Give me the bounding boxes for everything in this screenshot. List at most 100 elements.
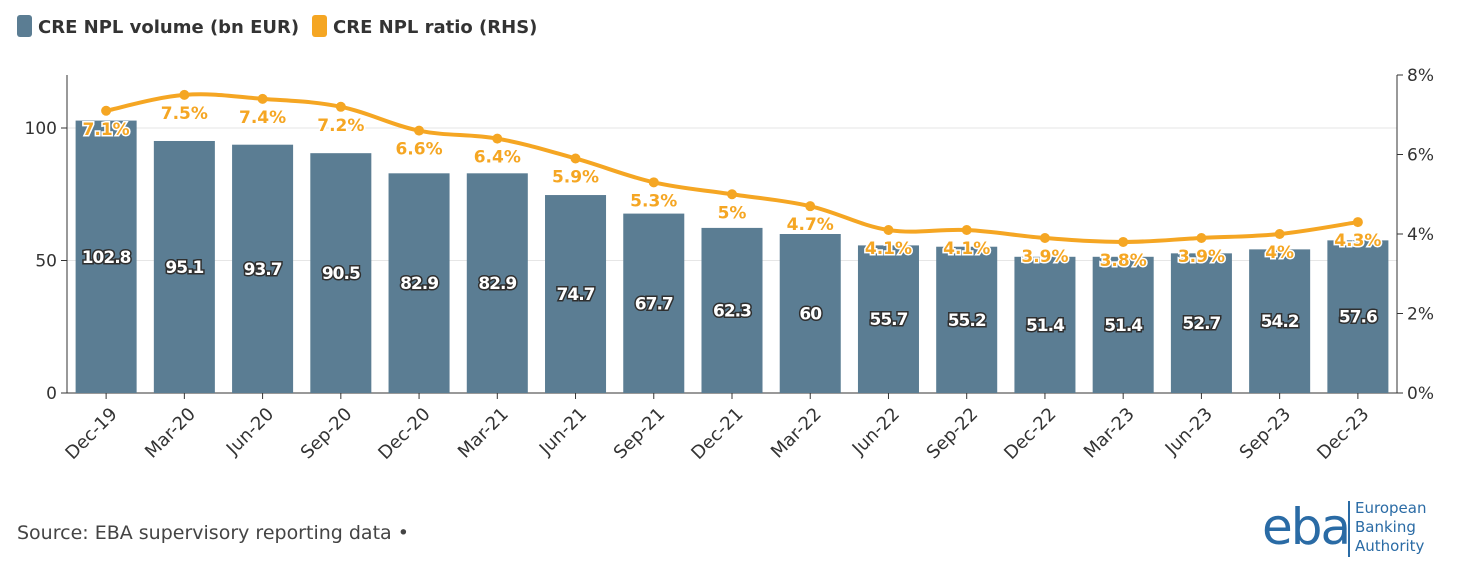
legend-swatch-ratio [312,15,327,37]
bar [701,227,763,393]
bar-label: 90.5 [322,264,360,284]
x-tick-label: Sep-20 [297,404,357,464]
bar [623,213,685,393]
bar [1092,256,1154,393]
bar-label: 95.1 [165,258,203,278]
bar-label: 93.7 [244,260,282,280]
ratio-label: 4.7% [787,215,834,235]
x-tick-label: Dec-21 [687,404,747,464]
bar-label: 82.9 [478,274,516,294]
bars [75,120,1389,393]
ratio-label: 7.1% [83,120,130,140]
logo-mark: eba [1262,498,1351,556]
data-labels: 102.8 95.1 93.7 90.5 82.9 82.9 74.7 67.7 62.3 60 5… [80,102,1383,337]
x-tick-label: Sep-21 [610,404,670,464]
ratio-point [101,105,112,116]
ratio-label: 3.8% [1100,251,1147,271]
ratio-label: 4.1% [943,239,990,259]
logo-line-1: European [1355,499,1427,517]
bar [388,173,450,393]
legend-label-ratio: CRE NPL ratio (RHS) [333,17,537,38]
bar-label: 57.6 [1339,308,1377,328]
bar [466,173,528,393]
y-right-tick-label: 2% [1407,305,1434,325]
bar [936,246,998,393]
ratio-point [492,133,503,144]
ratio-label: 5% [718,203,747,223]
ratio-point [805,201,816,212]
x-tick-label: Mar-21 [454,404,513,463]
ratio-point [570,153,581,164]
bar-label: 74.7 [557,285,595,305]
legend-swatch-volume [17,15,32,37]
ratio-label: 7.2% [317,116,364,136]
y-right-tick-label: 0% [1407,384,1434,404]
bar-label: 67.7 [635,294,673,314]
ratio-label: 7.4% [239,108,286,128]
bar [232,144,294,393]
ratio-point [1352,217,1363,228]
y-right-tick-label: 8% [1407,66,1434,86]
bar-label: 102.8 [82,248,131,268]
logo-line-2: Banking [1355,518,1416,536]
logo-line-3: Authority [1355,537,1425,555]
x-tick-label: Dec-19 [61,404,121,464]
ratio-point [883,225,894,236]
ratio-label: 4.1% [865,239,912,259]
x-tick-label: Dec-20 [374,404,434,464]
ratio-label: 6.4% [474,148,521,168]
ratio-point [648,177,659,188]
bar [1170,253,1232,393]
y-left-tick-label: 50 [35,252,57,272]
bar-label: 82.9 [400,274,438,294]
chart: CRE NPL volume (bn EUR) CRE NPL ratio (R… [17,15,1434,464]
ratio-label: 3.9% [1178,247,1225,267]
ratio-line [101,89,1363,247]
y-right-tick-label: 6% [1407,146,1434,166]
x-tick-label: Dec-23 [1313,404,1373,464]
ratio-label: 3.9% [1021,247,1068,267]
bar-label: 54.2 [1261,312,1299,332]
ratio-point [727,189,737,200]
ratio-label: 4% [1265,243,1294,263]
bar [1014,256,1076,393]
eba-logo: eba European Banking Authority [1262,497,1462,561]
x-tick-label: Jun-21 [535,404,591,460]
ratio-point [179,89,190,100]
bar-label: 52.7 [1182,314,1220,334]
bar [1249,249,1311,393]
bar [779,234,841,393]
x-tick-label: Mar-23 [1080,404,1139,463]
x-tick-label: Sep-22 [923,404,983,464]
ratio-point [961,225,972,236]
bar-label: 51.4 [1026,316,1065,336]
bar [857,245,919,393]
bar [153,140,215,393]
source-note: Source: EBA supervisory reporting data • [17,522,409,544]
logo-text: European Banking Authority [1355,499,1426,556]
x-tick-label: Mar-20 [141,404,200,463]
legend: CRE NPL volume (bn EUR) CRE NPL ratio (R… [17,15,537,38]
x-tick-label: Jun-22 [848,404,904,460]
y-left-tick-label: 0 [46,384,57,404]
legend-label-volume: CRE NPL volume (bn EUR) [38,17,299,38]
ratio-point [1039,232,1050,243]
ratio-label: 5.3% [630,191,677,211]
ratio-point [414,125,425,136]
bar-label: 55.2 [948,311,986,331]
ratio-point [257,93,268,104]
x-tick-label: Mar-22 [767,404,826,463]
x-tick-label: Sep-23 [1236,404,1296,464]
ratio-label: 7.5% [161,104,208,124]
x-tick-label: Jun-20 [222,404,278,460]
bar [545,195,607,393]
y-left-tick-label: 100 [25,119,57,139]
bar-label: 51.4 [1104,316,1143,336]
ratio-label: 6.6% [395,140,442,160]
y-right-tick-label: 4% [1407,225,1434,245]
bar [75,120,137,393]
ratio-point [1274,229,1285,239]
bar [310,153,372,393]
bar [1327,240,1389,393]
logo-divider [1348,501,1350,557]
